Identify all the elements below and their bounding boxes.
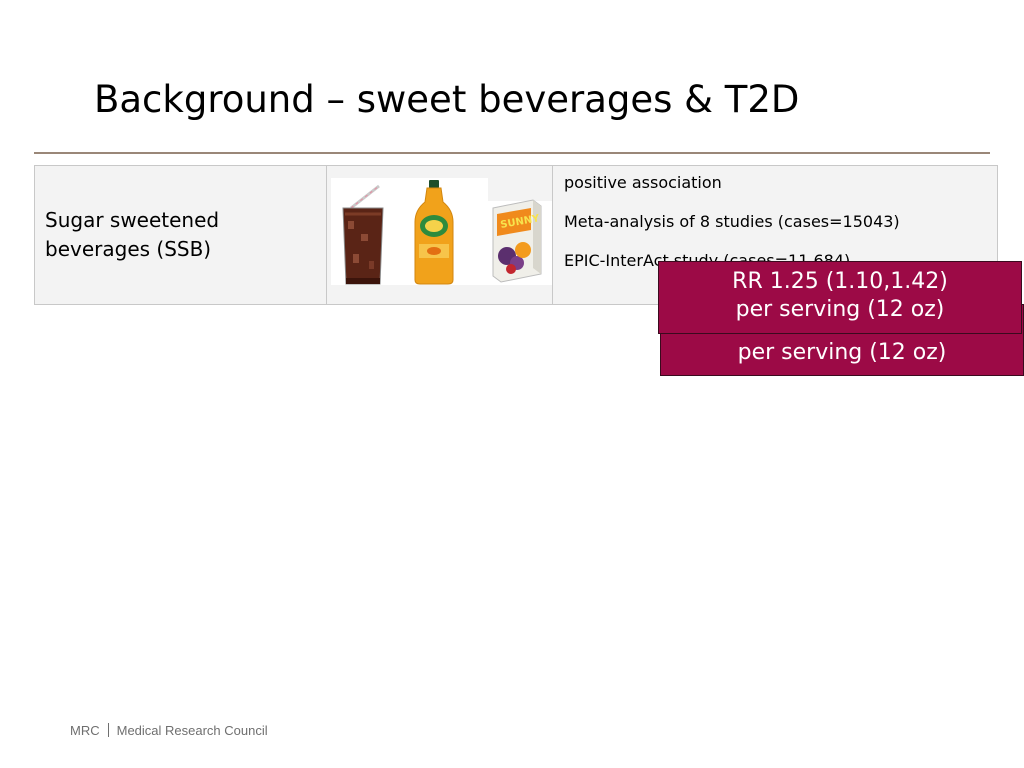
beverage-images: SUNNY — [327, 166, 552, 304]
beverage-images-svg: SUNNY — [331, 178, 552, 285]
callout-meta-rr-unit: per serving (12 oz) — [735, 297, 945, 322]
mrc-logo: MRC Medical Research Council — [70, 723, 268, 738]
callout-meta-rr-value: RR 1.25 (1.10,1.42) — [732, 269, 948, 294]
row-label: Sugar sweetened beverages (SSB) — [45, 208, 220, 261]
row-label-cell: Sugar sweetened beverages (SSB) — [34, 165, 327, 305]
note-association: positive association — [564, 173, 722, 192]
row-image-cell: SUNNY — [326, 165, 553, 305]
callout-epic-rr-unit: per serving (12 oz) — [737, 340, 947, 365]
note-meta-analysis: Meta-analysis of 8 studies (cases=15043) — [564, 212, 900, 231]
logo-separator — [107, 723, 109, 737]
mrc-logo-short: MRC — [70, 723, 100, 738]
callout-meta-analysis-rr: RR 1.25 (1.10,1.42) per serving (12 oz) — [658, 261, 1022, 334]
mrc-logo-full: Medical Research Council — [116, 723, 268, 738]
orange-squash-bottle-icon — [414, 180, 454, 285]
row-notes: positive association Meta-analysis of 8 … — [553, 166, 997, 304]
title-divider — [34, 152, 990, 154]
juice-carton-icon: SUNNY — [492, 199, 542, 283]
cola-glass-icon — [342, 184, 384, 285]
slide-title: Background – sweet beverages & T2D — [94, 78, 800, 121]
